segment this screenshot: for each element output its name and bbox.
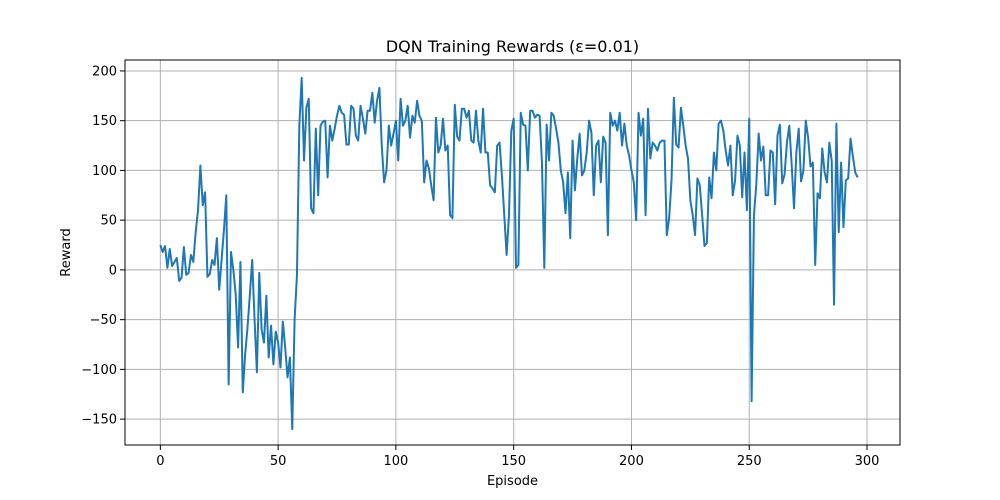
y-tick-label: −150 [81, 413, 117, 428]
x-tick-label: 300 [855, 454, 880, 469]
reward-series-line [159, 76, 859, 431]
x-tick-label: 100 [383, 454, 408, 469]
x-tick-label: 200 [619, 454, 644, 469]
x-tick-label: 50 [270, 454, 287, 469]
x-tick-label: 150 [501, 454, 526, 469]
x-tick-label: 250 [737, 454, 762, 469]
plot-area-frame [124, 59, 901, 446]
y-tick-label: 200 [92, 64, 117, 79]
x-axis-label: Episode [487, 474, 538, 489]
axis-ticks: 0 50 100 150 200 250 300 −150 −100 −50 0 50 100 150 20… [81, 64, 879, 469]
y-tick-label: 0 [109, 263, 117, 278]
chart-title: DQN Training Rewards (ε=0.01) [386, 37, 639, 56]
y-tick-label: −50 [90, 313, 117, 328]
y-axis-label: Reward [59, 228, 74, 276]
y-tick-label: 150 [92, 114, 117, 129]
y-tick-label: −100 [81, 363, 117, 378]
y-tick-label: 50 [100, 214, 117, 229]
y-tick-label: 100 [92, 164, 117, 179]
x-tick-label: 0 [156, 454, 164, 469]
